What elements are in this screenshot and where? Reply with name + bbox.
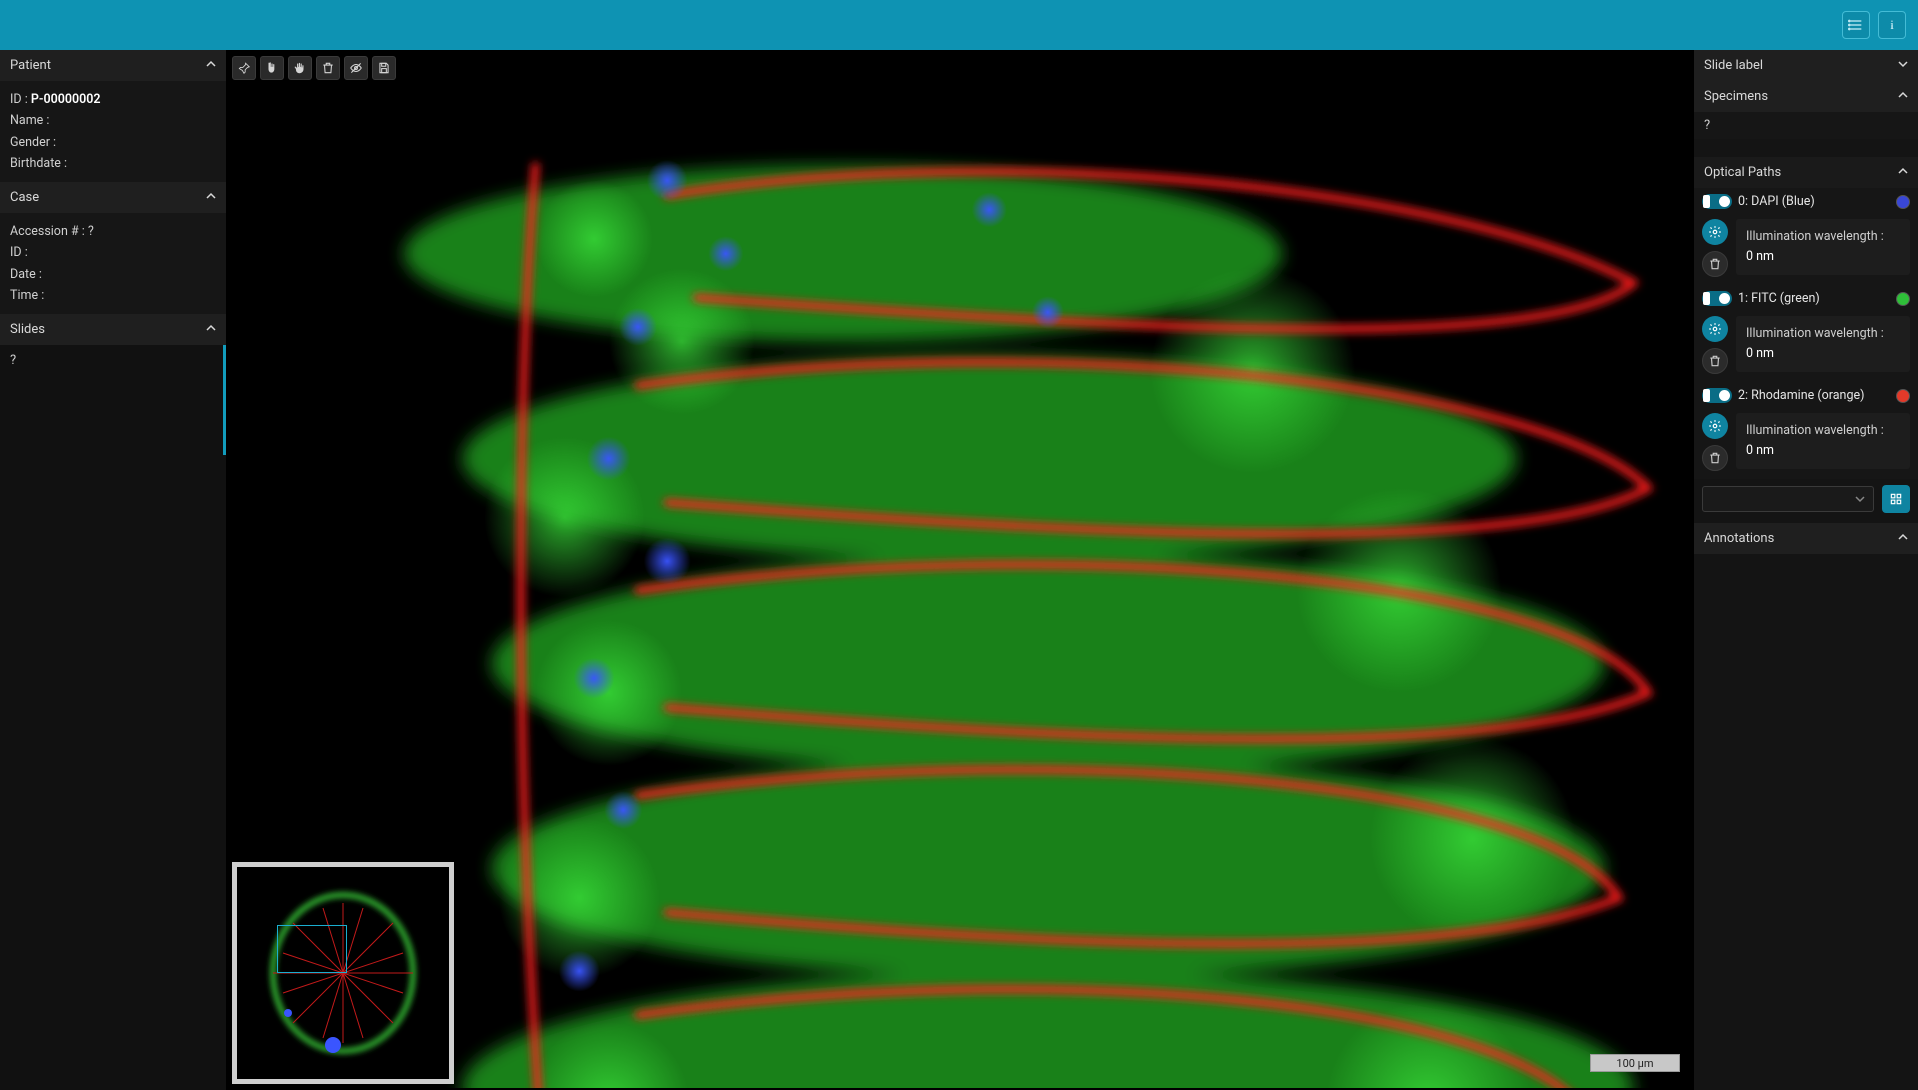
slide-label-panel-header[interactable]: Slide label [1694,50,1918,81]
chevron-up-icon [1898,89,1908,104]
right-sidebar: Slide label Specimens ? Optical Paths 0:… [1694,50,1918,1090]
channel-delete-button[interactable] [1702,445,1728,471]
visibility-off-button[interactable] [344,56,368,80]
overview-thumbnail [243,873,443,1073]
patient-gender-label: Gender : [10,135,56,150]
slides-panel-title: Slides [10,322,45,337]
patient-panel-title: Patient [10,58,51,73]
add-preset-button[interactable] [1882,485,1910,513]
pan-tool-button[interactable] [288,56,312,80]
specimens-value: ? [1694,112,1918,139]
channel-delete-button[interactable] [1702,251,1728,277]
optical-paths-panel-header[interactable]: Optical Paths [1694,157,1918,188]
case-id-label: ID : [10,245,28,260]
optical-paths-title: Optical Paths [1704,165,1781,180]
illumination-label: Illumination wavelength : [1746,324,1900,344]
patient-panel-body: ID : P-00000002 Name : Gender : Birthdat… [0,81,226,182]
case-time-label: Time : [10,288,44,303]
patient-id-value: P-00000002 [31,92,101,107]
case-accession-value: ? [88,224,94,239]
slides-panel-header[interactable]: Slides [0,314,226,345]
preset-select[interactable] [1702,486,1874,512]
chevron-up-icon [206,190,216,205]
save-button[interactable] [372,56,396,80]
case-panel-body: Accession # : ? ID : Date : Time : [0,213,226,314]
illumination-value: 0 nm [1746,247,1900,267]
delete-button[interactable] [316,56,340,80]
annotations-title: Annotations [1704,531,1774,546]
optical-path-details: Illumination wavelength : 0 nm [1694,312,1918,382]
case-panel-header[interactable]: Case [0,182,226,213]
slide-label-title: Slide label [1704,58,1763,73]
left-sidebar: Patient ID : P-00000002 Name : Gender : … [0,50,226,1090]
topbar: i [0,0,1918,50]
slide-item[interactable]: ? [0,345,223,376]
channel-settings-button[interactable] [1702,219,1728,245]
channel-label: 2: Rhodamine (orange) [1738,388,1890,403]
case-accession-label: Accession # : [10,224,85,239]
slides-list: ? [0,345,226,455]
optical-path-details: Illumination wavelength : 0 nm [1694,409,1918,479]
pointer-tool-button[interactable] [260,56,284,80]
viewer-toolbar [232,56,396,80]
slide-viewer[interactable]: 100 µm [226,50,1694,1090]
channel-visibility-toggle[interactable] [1702,194,1732,209]
channel-visibility-toggle[interactable] [1702,291,1732,306]
channel-color-swatch[interactable] [1896,389,1910,403]
patient-panel-header[interactable]: Patient [0,50,226,81]
illumination-label: Illumination wavelength : [1746,227,1900,247]
patient-birthdate-label: Birthdate : [10,156,67,171]
specimens-panel-header[interactable]: Specimens [1694,81,1918,112]
annotations-panel-header[interactable]: Annotations [1694,523,1918,554]
scale-bar: 100 µm [1590,1054,1680,1072]
chevron-up-icon [1898,165,1908,180]
case-date-label: Date : [10,267,42,282]
channel-delete-button[interactable] [1702,348,1728,374]
channel-color-swatch[interactable] [1896,195,1910,209]
info-button[interactable]: i [1878,11,1906,39]
chevron-down-icon [1898,58,1908,73]
pin-tool-button[interactable] [232,56,256,80]
chevron-up-icon [1898,531,1908,546]
illumination-value: 0 nm [1746,344,1900,364]
channel-color-swatch[interactable] [1896,292,1910,306]
case-panel-title: Case [10,190,39,205]
overview-roi[interactable] [277,925,347,973]
patient-name-label: Name : [10,113,49,128]
channel-label: 0: DAPI (Blue) [1738,194,1890,209]
optical-path-details: Illumination wavelength : 0 nm [1694,215,1918,285]
channel-visibility-toggle[interactable] [1702,388,1732,403]
illumination-label: Illumination wavelength : [1746,421,1900,441]
optical-path-row: 2: Rhodamine (orange) [1694,382,1918,409]
specimens-title: Specimens [1704,89,1768,104]
chevron-up-icon [206,322,216,337]
illumination-value: 0 nm [1746,441,1900,461]
chevron-down-icon [1855,494,1865,504]
channel-settings-button[interactable] [1702,316,1728,342]
optical-path-row: 0: DAPI (Blue) [1694,188,1918,215]
channel-settings-button[interactable] [1702,413,1728,439]
chevron-up-icon [206,58,216,73]
patient-id-label: ID : [10,92,28,107]
channel-label: 1: FITC (green) [1738,291,1890,306]
optical-path-row: 1: FITC (green) [1694,285,1918,312]
overview-map[interactable] [232,862,454,1084]
worklist-button[interactable] [1842,11,1870,39]
